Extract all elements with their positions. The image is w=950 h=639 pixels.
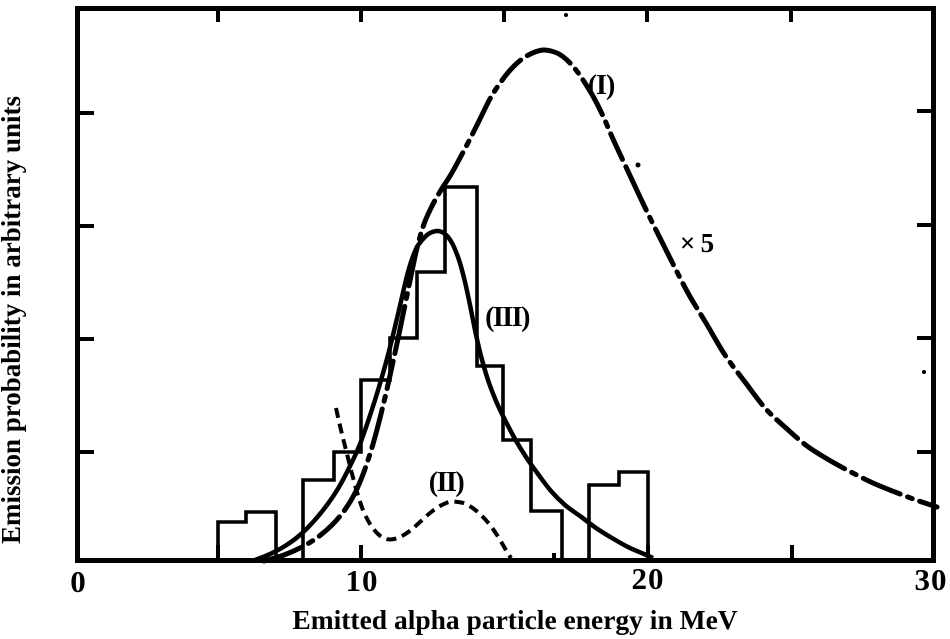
svg-text:Emitted alpha particle energy: Emitted alpha particle energy in MeV [292, 604, 737, 635]
svg-text:(I): (I) [588, 70, 615, 101]
svg-text:(III): (III) [485, 302, 530, 333]
svg-text:10: 10 [346, 563, 379, 598]
svg-text:Emission probability in arbitr: Emission probability in arbitrary units [0, 96, 26, 544]
svg-text:(II): (II) [429, 467, 465, 498]
svg-text:30: 30 [915, 562, 948, 597]
svg-text:× 5: × 5 [680, 228, 714, 258]
svg-text:0: 0 [70, 564, 86, 599]
svg-text:20: 20 [632, 561, 665, 596]
